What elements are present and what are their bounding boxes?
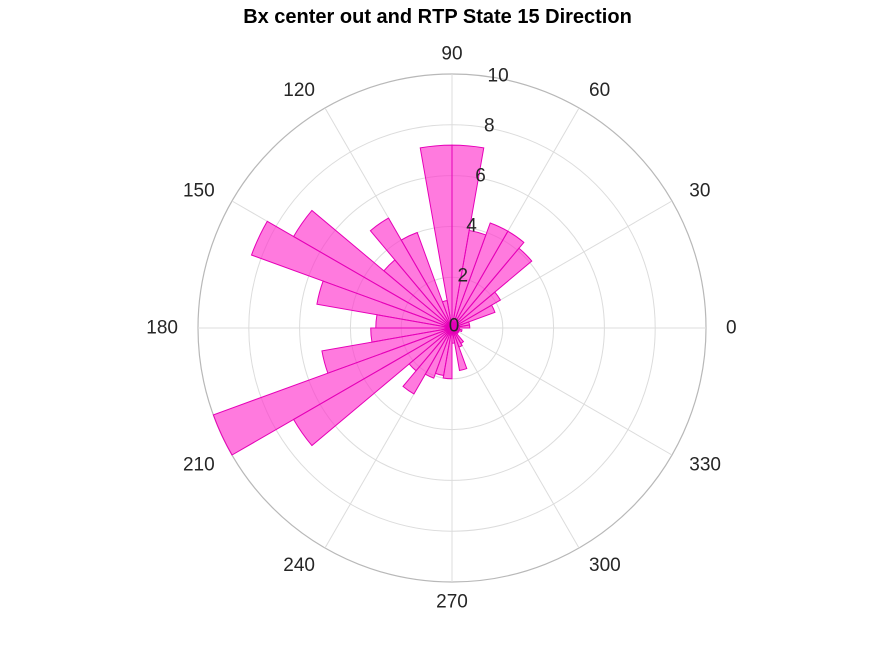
r-tick-label: 0 xyxy=(449,316,460,337)
theta-tick-label: 60 xyxy=(589,80,610,101)
grid-spoke xyxy=(451,327,673,456)
histogram-bar xyxy=(419,144,453,329)
theta-tick-label: 30 xyxy=(689,181,710,202)
histogram-bar xyxy=(369,217,453,329)
histogram-bar xyxy=(292,327,453,447)
theta-tick-label: 330 xyxy=(689,455,721,476)
theta-tick-label: 270 xyxy=(436,592,468,613)
histogram-bar xyxy=(442,327,453,380)
theta-tick-label: 0 xyxy=(726,318,737,339)
histogram-bars xyxy=(212,144,533,456)
histogram-bar xyxy=(250,220,453,329)
histogram-bar xyxy=(212,327,453,456)
theta-tick-label: 180 xyxy=(146,318,178,339)
theta-tick-label: 210 xyxy=(183,455,215,476)
theta-tick-label: 300 xyxy=(589,555,621,576)
grid-spoke xyxy=(451,327,580,549)
r-tick-label: 2 xyxy=(458,266,469,287)
theta-tick-label: 120 xyxy=(283,80,315,101)
chart-title: Bx center out and RTP State 15 Direction xyxy=(243,6,632,28)
axis-labels: 0 30 60 90 120 150 180 210 240 270 300 330 0 2 4 6 8 10 xyxy=(146,44,736,613)
theta-tick-label: 150 xyxy=(183,181,215,202)
r-tick-label: 4 xyxy=(466,215,477,236)
histogram-bar xyxy=(424,327,453,379)
r-tick-label: 10 xyxy=(488,65,509,86)
histogram-bar xyxy=(451,327,461,330)
theta-tick-label: 90 xyxy=(441,44,462,65)
theta-tick-label: 240 xyxy=(283,555,315,576)
histogram-bar xyxy=(402,327,453,395)
r-tick-label: 6 xyxy=(475,165,486,186)
r-tick-label: 8 xyxy=(484,115,495,136)
histogram-bar xyxy=(316,280,453,329)
histogram-bar xyxy=(451,222,509,329)
